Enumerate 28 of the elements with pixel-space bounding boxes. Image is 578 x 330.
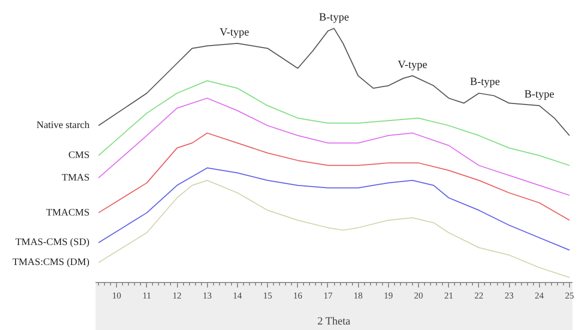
annotation: V-type: [220, 26, 250, 38]
x-tick-label: 16: [293, 290, 303, 300]
x-tick-label: 11: [142, 290, 152, 300]
series-label: TMAS-CMS (SD): [15, 237, 90, 248]
x-tick-label: 17: [323, 290, 333, 300]
annotation: B-type: [319, 11, 350, 24]
x-tick-label: 15: [263, 290, 273, 300]
x-tick-label: 24: [534, 290, 544, 300]
series-label: Native starch: [36, 120, 90, 132]
x-tick-label: 20: [414, 290, 424, 300]
annotation: B-type: [524, 88, 554, 101]
x-tick-label: 12: [172, 290, 182, 300]
series-label: CMS: [68, 150, 90, 161]
series-label: TMAS:CMS (DM): [12, 257, 90, 268]
x-tick-label: 23: [504, 290, 514, 300]
x-tick-label: 21: [444, 290, 454, 300]
annotation: V-type: [398, 58, 428, 71]
x-tick-label: 13: [202, 290, 212, 300]
x-tick-label: 18: [354, 290, 364, 300]
annotation: B-type: [470, 76, 500, 88]
x-axis-title: 2 Theta: [317, 316, 351, 328]
x-tick-label: 14: [232, 290, 242, 300]
x-tick-label: 10: [112, 290, 122, 300]
x-tick-label: 25: [564, 290, 574, 300]
series-label: TMACMS: [46, 207, 90, 218]
series-label: TMAS: [62, 172, 90, 184]
x-tick-label: 22: [474, 290, 484, 300]
x-tick-label: 19: [384, 290, 394, 300]
